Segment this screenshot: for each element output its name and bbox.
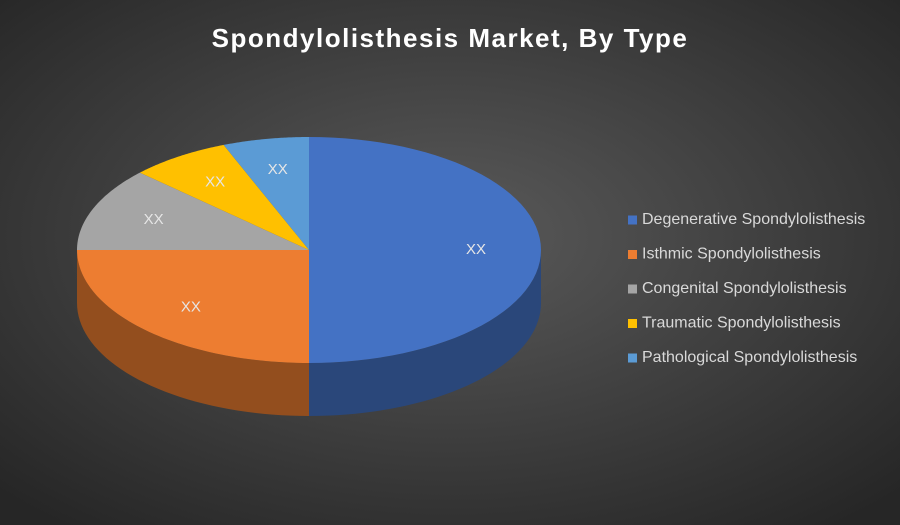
slice-side — [77, 250, 309, 416]
slice — [139, 144, 309, 250]
legend-swatch — [628, 319, 637, 328]
legend-label: Pathological Spondylolisthesis — [642, 349, 857, 366]
legend-swatch — [628, 353, 637, 363]
chart-title: Spondylolisthesis Market, By Type — [212, 23, 689, 53]
data-label: XX — [268, 161, 288, 178]
legend-label: Congenital Spondylolisthesis — [642, 280, 847, 297]
slice — [223, 137, 309, 250]
legend-label: Degenerative Spondylolisthesis — [642, 211, 865, 228]
data-label: XX — [205, 174, 225, 191]
data-label: XX — [144, 211, 164, 228]
slice-side — [309, 250, 541, 416]
legend-swatch — [628, 215, 637, 225]
legend-swatch — [628, 250, 637, 259]
legend-label: Isthmic Spondylolisthesis — [642, 246, 821, 263]
slice — [77, 250, 309, 363]
slice — [77, 172, 309, 250]
data-label: XX — [466, 241, 486, 258]
slice — [309, 137, 541, 363]
data-label: XX — [181, 298, 201, 315]
legend-swatch — [628, 284, 637, 294]
legend-label: Traumatic Spondylolisthesis — [642, 315, 841, 332]
